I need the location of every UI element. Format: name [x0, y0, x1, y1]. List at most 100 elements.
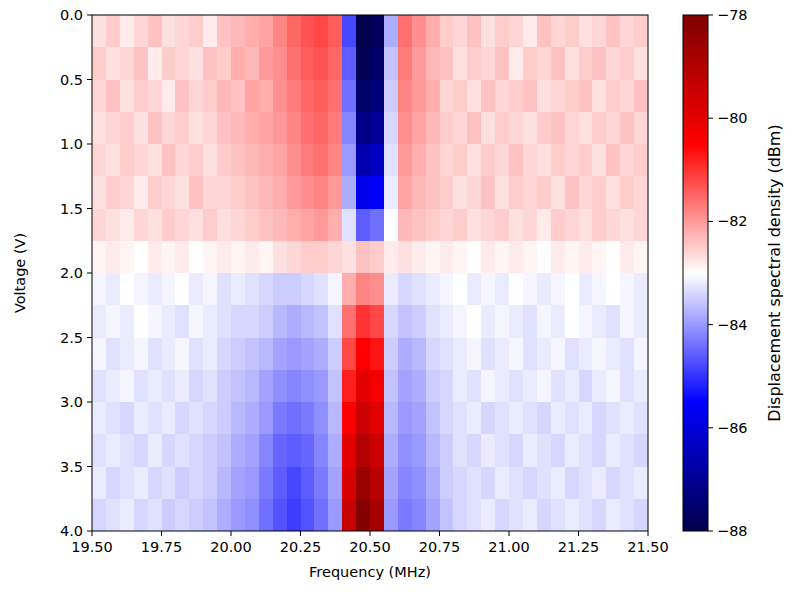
heatmap-cell — [606, 305, 620, 338]
heatmap-cell — [412, 15, 426, 48]
heatmap-cell — [175, 402, 189, 435]
colorbar-tick-label: −82 — [717, 213, 748, 229]
heatmap-cell — [342, 112, 356, 145]
x-tick — [648, 531, 649, 536]
heatmap-cell — [314, 467, 328, 500]
heatmap-cell — [537, 176, 551, 209]
heatmap-cell — [301, 209, 315, 242]
heatmap-cell — [384, 467, 398, 500]
heatmap-cell — [634, 241, 648, 274]
heatmap-cell — [634, 176, 648, 209]
heatmap-cell — [537, 15, 551, 48]
heatmap-cell — [134, 241, 148, 274]
heatmap-cell — [314, 370, 328, 403]
heatmap-cell — [634, 112, 648, 145]
heatmap-cell — [426, 338, 440, 371]
heatmap-cell — [426, 209, 440, 242]
heatmap-cell — [217, 15, 231, 48]
heatmap-cell — [217, 370, 231, 403]
heatmap-cell — [301, 434, 315, 467]
heatmap-cell — [467, 499, 481, 531]
x-tick — [231, 531, 232, 536]
heatmap-cell — [495, 499, 509, 531]
heatmap-cell — [440, 112, 454, 145]
heatmap-cell — [565, 467, 579, 500]
heatmap-cell — [412, 434, 426, 467]
heatmap-cell — [509, 434, 523, 467]
heatmap-cell — [175, 112, 189, 145]
heatmap-cell — [314, 209, 328, 242]
heatmap-cell — [287, 112, 301, 145]
heatmap-cell — [356, 402, 370, 435]
heatmap-cell — [384, 434, 398, 467]
x-tick-label: 20.75 — [419, 539, 461, 555]
heatmap-cell — [412, 370, 426, 403]
heatmap-cell — [467, 434, 481, 467]
heatmap-cell — [398, 176, 412, 209]
heatmap-cell — [523, 209, 537, 242]
heatmap-cell — [592, 499, 606, 531]
heatmap-cell — [314, 15, 328, 48]
heatmap-cell — [245, 209, 259, 242]
y-tick-label: 1.5 — [60, 201, 83, 217]
heatmap-cell — [148, 209, 162, 242]
heatmap-cell — [328, 467, 342, 500]
heatmap-cell — [175, 80, 189, 113]
heatmap-cell — [551, 370, 565, 403]
heatmap-cell — [495, 15, 509, 48]
heatmap-cell — [134, 305, 148, 338]
colorbar-tick — [708, 531, 713, 532]
heatmap-cell — [620, 209, 634, 242]
heatmap-cell — [175, 144, 189, 177]
heatmap-cell — [565, 370, 579, 403]
heatmap-cell — [328, 176, 342, 209]
heatmap-cell — [120, 467, 134, 500]
heatmap-cell — [440, 209, 454, 242]
heatmap-cell — [481, 305, 495, 338]
heatmap-cell — [620, 402, 634, 435]
heatmap-cell — [426, 241, 440, 274]
heatmap-cell — [217, 112, 231, 145]
heatmap-cell — [148, 112, 162, 145]
heatmap-cell — [342, 273, 356, 306]
heatmap-cell — [134, 402, 148, 435]
heatmap-cell — [412, 241, 426, 274]
heatmap-cell — [231, 209, 245, 242]
heatmap-cell — [620, 241, 634, 274]
heatmap-cell — [370, 273, 384, 306]
heatmap-cell — [273, 209, 287, 242]
heatmap-cell — [537, 112, 551, 145]
heatmap-cell — [398, 112, 412, 145]
y-tick — [87, 466, 92, 467]
heatmap-cell — [370, 499, 384, 531]
heatmap-cell — [273, 370, 287, 403]
heatmap-cell — [467, 80, 481, 113]
heatmap-cell — [453, 176, 467, 209]
heatmap-cell — [606, 434, 620, 467]
heatmap-cell — [509, 241, 523, 274]
heatmap-cell — [287, 176, 301, 209]
heatmap-cell — [120, 47, 134, 80]
heatmap-cell — [509, 499, 523, 531]
heatmap-cell — [579, 144, 593, 177]
heatmap-cell — [217, 144, 231, 177]
heatmap-cell — [328, 209, 342, 242]
heatmap-cell — [120, 176, 134, 209]
heatmap-cell — [175, 305, 189, 338]
heatmap-cell — [606, 209, 620, 242]
heatmap-cell — [426, 467, 440, 500]
heatmap-cell — [273, 305, 287, 338]
heatmap-cell — [134, 80, 148, 113]
heatmap-cell — [370, 305, 384, 338]
heatmap-cell — [148, 434, 162, 467]
heatmap-cell — [287, 15, 301, 48]
heatmap-cell — [551, 467, 565, 500]
heatmap-cell — [314, 241, 328, 274]
heatmap-cell — [356, 305, 370, 338]
heatmap-cell — [120, 434, 134, 467]
heatmap-cell — [92, 402, 106, 435]
heatmap-cell — [162, 273, 176, 306]
heatmap-cell — [342, 370, 356, 403]
heatmap-cell — [592, 241, 606, 274]
heatmap-cell — [120, 338, 134, 371]
